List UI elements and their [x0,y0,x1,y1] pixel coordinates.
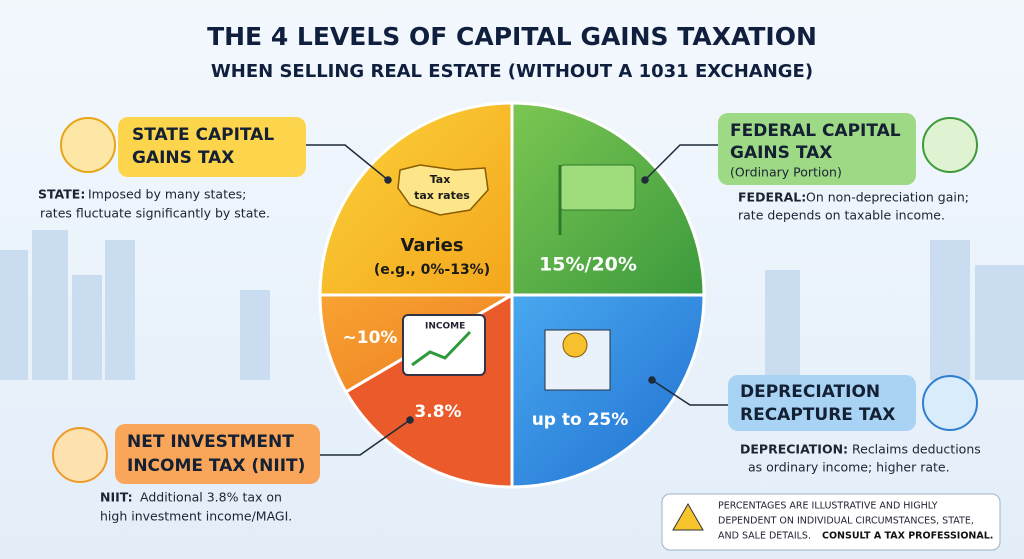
disclaimer-text: AND SALE DETAILS. [718,531,811,542]
connectors [305,144,728,456]
state-example: (e.g., 0%-13%) [374,262,490,278]
callout-desc: On non-depreciation gain; [806,190,969,205]
warning-icon [672,502,704,531]
state-icon [60,117,116,173]
callout-label: NIIT: [100,490,133,505]
disclaimer-text: PERCENTAGES ARE ILLUSTRATIVE AND HIGHLY [718,501,938,512]
callout-desc: rates fluctuate significantly by state. [40,206,270,221]
callout-title: RECAPTURE TAX [740,405,895,425]
disclaimer-box [661,493,1001,551]
niit-box [115,424,320,484]
pie [318,101,706,489]
callout-label: DEPRECIATION: [740,442,848,457]
callout-desc: Imposed by many states; [88,187,246,202]
federal-icon [922,117,978,173]
depreciation-icon [922,375,978,431]
callout-title: GAINS TAX [132,148,234,168]
callout-desc: Reclaims deductions [852,442,981,457]
niit-left-rate: ~10% [343,328,398,348]
map-icon [397,164,489,216]
callout-title: DEPRECIATION [740,382,880,402]
title: THE 4 LEVELS OF CAPITAL GAINS TAXATION [207,22,817,51]
map-label: tax rates [414,189,470,202]
callout-desc: as ordinary income; higher rate. [748,460,950,475]
callout-title: FEDERAL CAPITAL [730,121,901,141]
monitor-icon [402,314,486,376]
disclaimer-text: DEPENDENT ON INDIVIDUAL CIRCUMSTANCES, S… [718,516,974,527]
callout-title: GAINS TAX [730,143,832,163]
coin-icon [562,332,588,358]
map-label: Tax [430,173,451,186]
state-rate: Varies [400,235,463,256]
subtitle: WHEN SELLING REAL ESTATE (WITHOUT A 1031… [211,61,813,82]
callout-note: (Ordinary Portion) [730,165,842,180]
niit-icon [52,427,108,483]
skyline [0,230,1024,380]
flag-icon [559,164,636,211]
callout-desc: high investment income/MAGI. [100,509,292,524]
federal-rate: 15%/20% [539,254,637,276]
state-box [118,117,306,177]
federal-box [718,113,916,185]
trend-icon [411,330,472,367]
depreciation-rate: up to 25% [532,410,629,430]
disclaimer-emphasis: CONSULT A TAX PROFESSIONAL. [822,531,993,542]
niit-rate: 3.8% [414,402,461,422]
callout-label: STATE: [38,187,85,202]
callout-desc: rate depends on taxable income. [738,208,945,223]
callout-title: INCOME TAX (NIIT) [127,456,305,476]
callout-label: FEDERAL: [738,190,806,205]
callout-desc: Additional 3.8% tax on [140,490,282,505]
depreciation-box [728,375,916,431]
callout-title: NET INVESTMENT [127,432,294,452]
monitor-label: INCOME [425,322,465,332]
callout-title: STATE CAPITAL [132,125,274,145]
